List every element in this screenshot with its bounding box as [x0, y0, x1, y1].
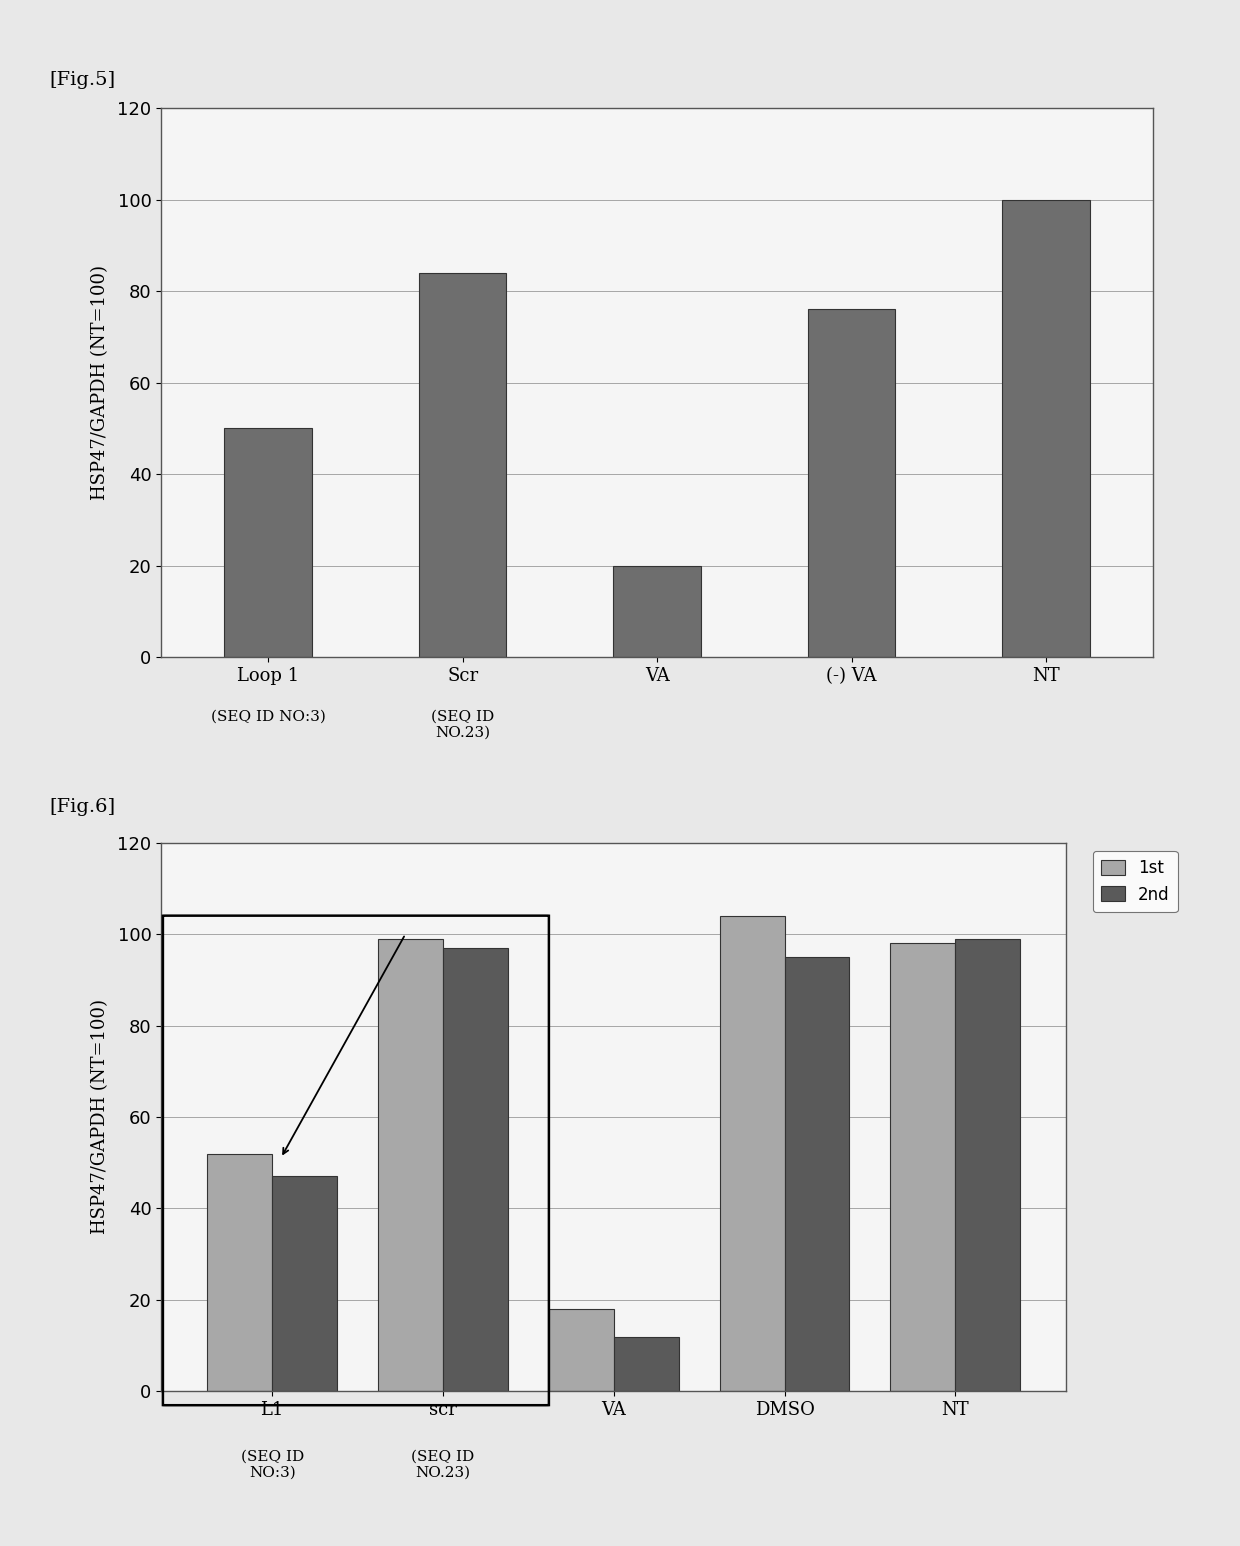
Bar	[224, 428, 312, 657]
Bar	[443, 948, 508, 1391]
Text: (SEQ ID
NO:3): (SEQ ID NO:3)	[241, 1450, 304, 1480]
Bar	[549, 1309, 614, 1391]
Bar	[614, 1336, 678, 1391]
Bar	[419, 272, 506, 657]
Bar	[207, 1153, 273, 1391]
Text: (SEQ ID
NO.23): (SEQ ID NO.23)	[432, 710, 495, 741]
Text: [Fig.5]: [Fig.5]	[50, 71, 115, 90]
Bar	[890, 943, 955, 1391]
Text: (SEQ ID
NO.23): (SEQ ID NO.23)	[412, 1450, 475, 1480]
Text: (SEQ ID NO:3): (SEQ ID NO:3)	[211, 710, 326, 724]
Bar	[378, 938, 443, 1391]
Bar	[719, 915, 785, 1391]
Y-axis label: HSP47/GAPDH (NT=100): HSP47/GAPDH (NT=100)	[91, 999, 109, 1235]
Bar	[785, 957, 849, 1391]
Legend: 1st, 2nd: 1st, 2nd	[1092, 850, 1178, 912]
Bar	[273, 1177, 337, 1391]
Text: [Fig.6]: [Fig.6]	[50, 798, 115, 816]
Bar	[808, 309, 895, 657]
Bar	[1002, 199, 1090, 657]
Bar	[614, 566, 701, 657]
Bar	[955, 938, 1021, 1391]
Y-axis label: HSP47/GAPDH (NT=100): HSP47/GAPDH (NT=100)	[91, 264, 109, 501]
